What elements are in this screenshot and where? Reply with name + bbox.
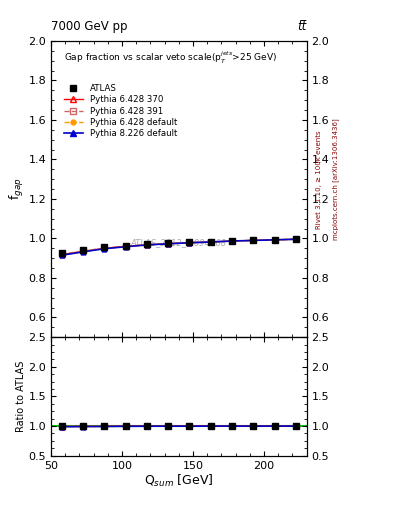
Text: Gap fraction vs scalar veto scale(p$_T^{jets}$>25 GeV): Gap fraction vs scalar veto scale(p$_T^{… [64, 50, 277, 66]
X-axis label: Q$_{sum}$ [GeV]: Q$_{sum}$ [GeV] [144, 473, 213, 489]
Text: ATLAS_2012_I1094568: ATLAS_2012_I1094568 [131, 238, 227, 247]
Text: Rivet 3.1.10, ≥ 100k events: Rivet 3.1.10, ≥ 100k events [316, 130, 322, 228]
Text: 7000 GeV pp: 7000 GeV pp [51, 20, 128, 33]
Y-axis label: Ratio to ATLAS: Ratio to ATLAS [16, 361, 26, 432]
Text: tt̅: tt̅ [297, 20, 307, 33]
Legend: ATLAS, Pythia 6.428 370, Pythia 6.428 391, Pythia 6.428 default, Pythia 8.226 de: ATLAS, Pythia 6.428 370, Pythia 6.428 39… [61, 81, 181, 141]
Text: mcplots.cern.ch [arXiv:1306.3436]: mcplots.cern.ch [arXiv:1306.3436] [332, 118, 339, 240]
Y-axis label: f$_{gap}$: f$_{gap}$ [8, 178, 26, 200]
